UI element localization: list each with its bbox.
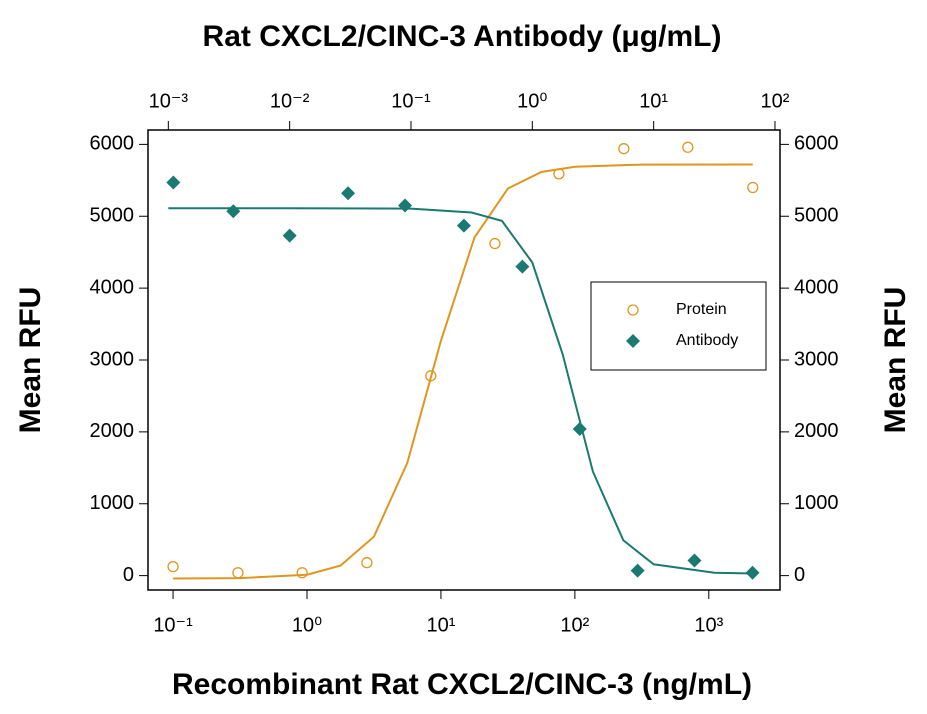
y2-tick-label: 6000 <box>794 133 839 155</box>
data-point <box>572 422 587 436</box>
y-tick-label: 4000 <box>90 276 135 298</box>
x-axis-label: Recombinant Rat CXCL2/CINC-3 (ng/mL) <box>172 668 752 701</box>
chart-title: Rat CXCL2/CINC-3 Antibody (μg/mL) <box>203 20 722 53</box>
data-point <box>296 567 308 579</box>
data-point <box>515 259 530 274</box>
data-point <box>167 560 179 573</box>
y-tick-label: 1000 <box>90 492 135 514</box>
y2-tick-label: 0 <box>794 564 805 586</box>
y-tick-label: 0 <box>123 564 134 586</box>
legend-marker <box>627 304 639 316</box>
y-axis-label: Mean RFU <box>14 287 47 434</box>
data-point <box>489 237 501 250</box>
y2-tick-label: 5000 <box>794 205 839 227</box>
data-point <box>232 567 244 579</box>
legend-marker <box>626 334 640 348</box>
data-point <box>687 553 702 568</box>
data-point <box>341 186 356 201</box>
y2-tick-label: 2000 <box>794 420 839 442</box>
x2-tick-label: 10¹ <box>639 90 668 112</box>
x2-tick-label: 10² <box>761 90 790 112</box>
data-point <box>747 181 759 194</box>
data-point <box>553 168 565 180</box>
y2-tick-label: 3000 <box>794 348 839 370</box>
data-point <box>166 175 181 190</box>
x-tick-label: 10¹ <box>426 614 455 636</box>
y-tick-label: 6000 <box>90 133 135 155</box>
data-point <box>745 565 760 580</box>
x2-tick-label: 10⁻³ <box>149 90 189 112</box>
y2-tick-label: 1000 <box>794 492 839 514</box>
data-point <box>398 198 413 213</box>
y2-tick-label: 4000 <box>794 276 839 298</box>
x-tick-label: 10³ <box>694 614 723 636</box>
fit-curve <box>168 207 754 575</box>
data-point <box>282 228 297 243</box>
data-point <box>630 563 645 578</box>
x-tick-label: 10⁰ <box>292 614 322 636</box>
data-point <box>682 141 694 153</box>
y-tick-label: 2000 <box>90 420 135 442</box>
legend-box <box>590 281 767 371</box>
legend-label: Antibody <box>676 332 738 349</box>
y-tick-label: 3000 <box>90 348 135 370</box>
x2-tick-label: 10⁻¹ <box>391 90 431 112</box>
data-point <box>456 218 471 233</box>
x-tick-label: 10⁻¹ <box>153 614 193 636</box>
data-point <box>226 204 241 219</box>
data-point <box>425 370 437 382</box>
x2-tick-label: 10⁰ <box>517 90 547 112</box>
data-point <box>618 143 630 155</box>
legend-label: Protein <box>676 301 727 318</box>
x-tick-label: 10² <box>560 614 589 636</box>
y2-axis-label: Mean RFU <box>879 287 912 434</box>
data-point <box>361 557 373 569</box>
y-tick-label: 5000 <box>90 205 135 227</box>
x2-tick-label: 10⁻² <box>270 90 310 112</box>
